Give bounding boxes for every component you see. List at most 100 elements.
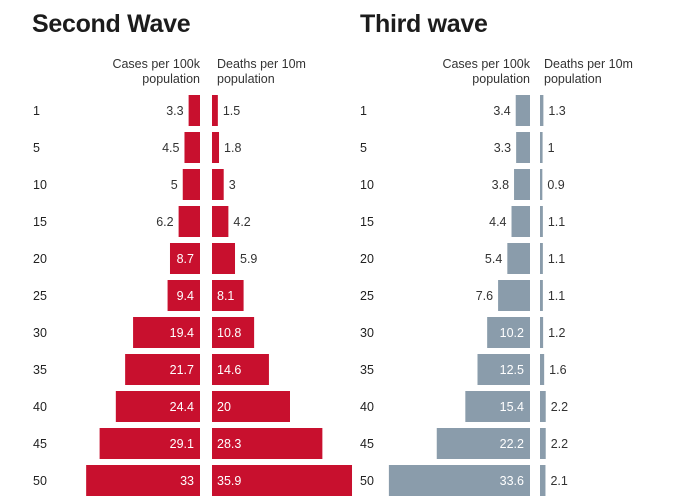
third-wave-deaths-bar (540, 280, 543, 311)
third-wave-cases-bar (498, 280, 530, 311)
third-wave-cases-value: 4.4 (489, 215, 506, 229)
second-wave-deaths-value: 1.8 (224, 141, 241, 155)
second-wave-row-label: 40 (33, 400, 47, 414)
second-wave-deaths-value: 3 (229, 178, 236, 192)
second-wave-deaths-value: 1.5 (223, 104, 240, 118)
third-wave-row-label: 10 (360, 178, 374, 192)
third-wave-cases-value: 33.6 (500, 474, 524, 488)
second-wave-deaths-bar (212, 243, 236, 274)
third-wave-cases-value: 15.4 (500, 400, 524, 414)
second-wave-row-label: 30 (33, 326, 47, 340)
second-wave-deaths-bar (212, 95, 218, 126)
third-wave-cases-value: 12.5 (500, 363, 524, 377)
third-wave-row-label: 25 (360, 289, 374, 303)
third-wave-cases-bar (436, 428, 530, 459)
second-wave-cases-bar (125, 354, 200, 385)
third-wave-cases-value: 7.6 (476, 289, 493, 303)
third-wave-deaths-header: Deaths per 10m population (544, 57, 633, 86)
third-wave-deaths-value: 0.9 (547, 178, 564, 192)
third-wave-deaths-value: 1 (548, 141, 555, 155)
third-wave-cases-bar (514, 169, 530, 200)
third-wave-deaths-value: 1.1 (548, 252, 565, 266)
second-wave-cases-bar (167, 280, 200, 311)
third-wave-deaths-value: 1.1 (548, 289, 565, 303)
second-wave-deaths-value: 20 (217, 400, 231, 414)
second-wave-cases-value: 4.5 (162, 141, 179, 155)
third-wave-deaths-bar (540, 465, 546, 496)
third-wave-row-label: 50 (360, 474, 374, 488)
third-wave-cases-value: 10.2 (500, 326, 524, 340)
third-wave-row-label: 1 (360, 104, 367, 118)
second-wave-row-label: 25 (33, 289, 47, 303)
second-wave-row-label: 5 (33, 141, 40, 155)
second-wave-row-label: 15 (33, 215, 47, 229)
third-wave-deaths-value: 1.1 (548, 215, 565, 229)
second-wave-deaths-value: 4.2 (233, 215, 250, 229)
second-wave-cases-value: 24.4 (170, 400, 194, 414)
third-wave-deaths-value: 2.1 (550, 474, 567, 488)
second-wave-deaths-value: 10.8 (217, 326, 241, 340)
third-wave-deaths-bar (540, 391, 546, 422)
third-wave-cases-bar (511, 206, 530, 237)
second-wave-deaths-bar (212, 428, 323, 459)
third-wave-cases-bar (388, 465, 530, 496)
second-wave-cases-value: 21.7 (170, 363, 194, 377)
third-wave-cases-bar (487, 317, 530, 348)
third-wave-title: Third wave (360, 10, 488, 38)
second-wave-cases-bar (178, 206, 200, 237)
third-wave-row-label: 5 (360, 141, 367, 155)
third-wave-row-label: 30 (360, 326, 374, 340)
second-wave-cases-bar (184, 132, 200, 163)
third-wave-deaths-value: 1.3 (548, 104, 565, 118)
third-wave-row-label: 35 (360, 363, 374, 377)
second-wave-cases-bar (188, 95, 200, 126)
third-wave-cases-bar (515, 95, 530, 126)
second-wave-deaths-bar (212, 317, 255, 348)
second-wave-cases-value: 33 (180, 474, 194, 488)
second-wave-cases-bar (86, 465, 200, 496)
third-wave-cases-value: 3.4 (493, 104, 510, 118)
third-wave-deaths-bar (540, 132, 543, 163)
second-wave-cases-value: 5 (171, 178, 178, 192)
third-wave-cases-header: Cases per 100k population (442, 57, 530, 86)
third-wave-deaths-value: 1.2 (548, 326, 565, 340)
third-wave-deaths-bar (540, 428, 546, 459)
third-wave-deaths-bar (540, 95, 544, 126)
second-wave-row-label: 45 (33, 437, 47, 451)
second-wave-cases-bar (133, 317, 200, 348)
third-wave-deaths-bar (540, 169, 543, 200)
third-wave-deaths-value: 1.6 (549, 363, 566, 377)
second-wave-cases-value: 8.7 (177, 252, 194, 266)
second-wave-cases-bar (169, 243, 200, 274)
third-wave-deaths-bar (540, 206, 543, 237)
third-wave-cases-value: 3.3 (494, 141, 511, 155)
second-wave-deaths-value: 35.9 (217, 474, 241, 488)
third-wave-deaths-value: 2.2 (551, 400, 568, 414)
second-wave-deaths-bar (212, 280, 244, 311)
second-wave-deaths-value: 28.3 (217, 437, 241, 451)
second-wave-cases-value: 29.1 (170, 437, 194, 451)
second-wave-row-label: 10 (33, 178, 47, 192)
third-wave-deaths-bar (540, 317, 544, 348)
second-wave-row-label: 50 (33, 474, 47, 488)
second-wave-cases-bar (115, 391, 200, 422)
second-wave-row-label: 1 (33, 104, 40, 118)
third-wave-cases-bar (507, 243, 530, 274)
third-wave-row-label: 15 (360, 215, 374, 229)
second-wave-deaths-value: 5.9 (240, 252, 257, 266)
third-wave-deaths-value: 2.2 (551, 437, 568, 451)
second-wave-cases-value: 19.4 (170, 326, 194, 340)
third-wave-row-label: 45 (360, 437, 374, 451)
second-wave-deaths-bar (212, 206, 229, 237)
second-wave-row-label: 20 (33, 252, 47, 266)
second-wave-deaths-bar (212, 391, 290, 422)
second-wave-cases-bar (182, 169, 200, 200)
third-wave-deaths-bar (540, 243, 543, 274)
second-wave-cases-bar (99, 428, 200, 459)
third-wave-cases-bar (477, 354, 530, 385)
second-wave-cases-value: 9.4 (177, 289, 194, 303)
second-wave-deaths-value: 8.1 (217, 289, 234, 303)
second-wave-title: Second Wave (32, 10, 191, 38)
